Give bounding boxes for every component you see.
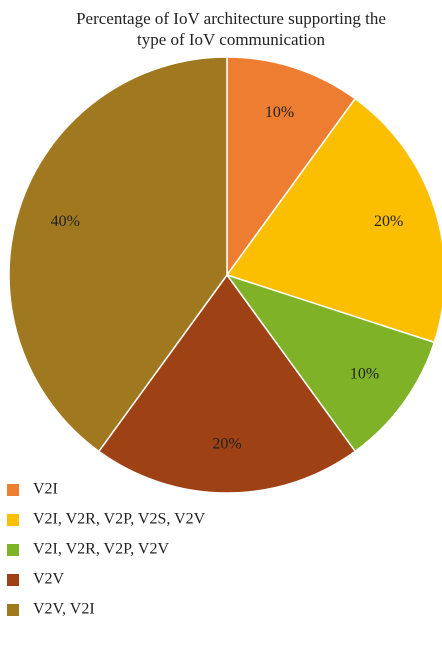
legend-swatch — [7, 544, 19, 556]
pie-slice — [226, 56, 357, 278]
pie-slice — [225, 97, 442, 344]
pie-slice — [8, 56, 228, 453]
value-label: 20% — [212, 436, 241, 453]
legend-swatch — [7, 604, 19, 616]
legend-label: V2V — [33, 571, 65, 588]
legend-label: V2V, V2I — [33, 601, 95, 618]
value-label: 10% — [265, 104, 294, 121]
legend-label: V2I, V2R, V2P, V2S, V2V — [33, 511, 206, 528]
value-label: 40% — [51, 213, 80, 230]
value-label: 20% — [374, 213, 403, 230]
legend-swatch — [7, 514, 19, 526]
legend-swatch — [7, 574, 19, 586]
legend-label: V2I — [33, 481, 58, 498]
value-label: 10% — [350, 366, 379, 383]
legend-label: V2I, V2R, V2P, V2V — [33, 541, 169, 558]
legend-swatch — [7, 484, 19, 496]
pie-slice — [97, 273, 357, 494]
pie-slice — [225, 273, 436, 453]
chart-title: Percentage of IoV architecture supportin… — [76, 9, 386, 49]
